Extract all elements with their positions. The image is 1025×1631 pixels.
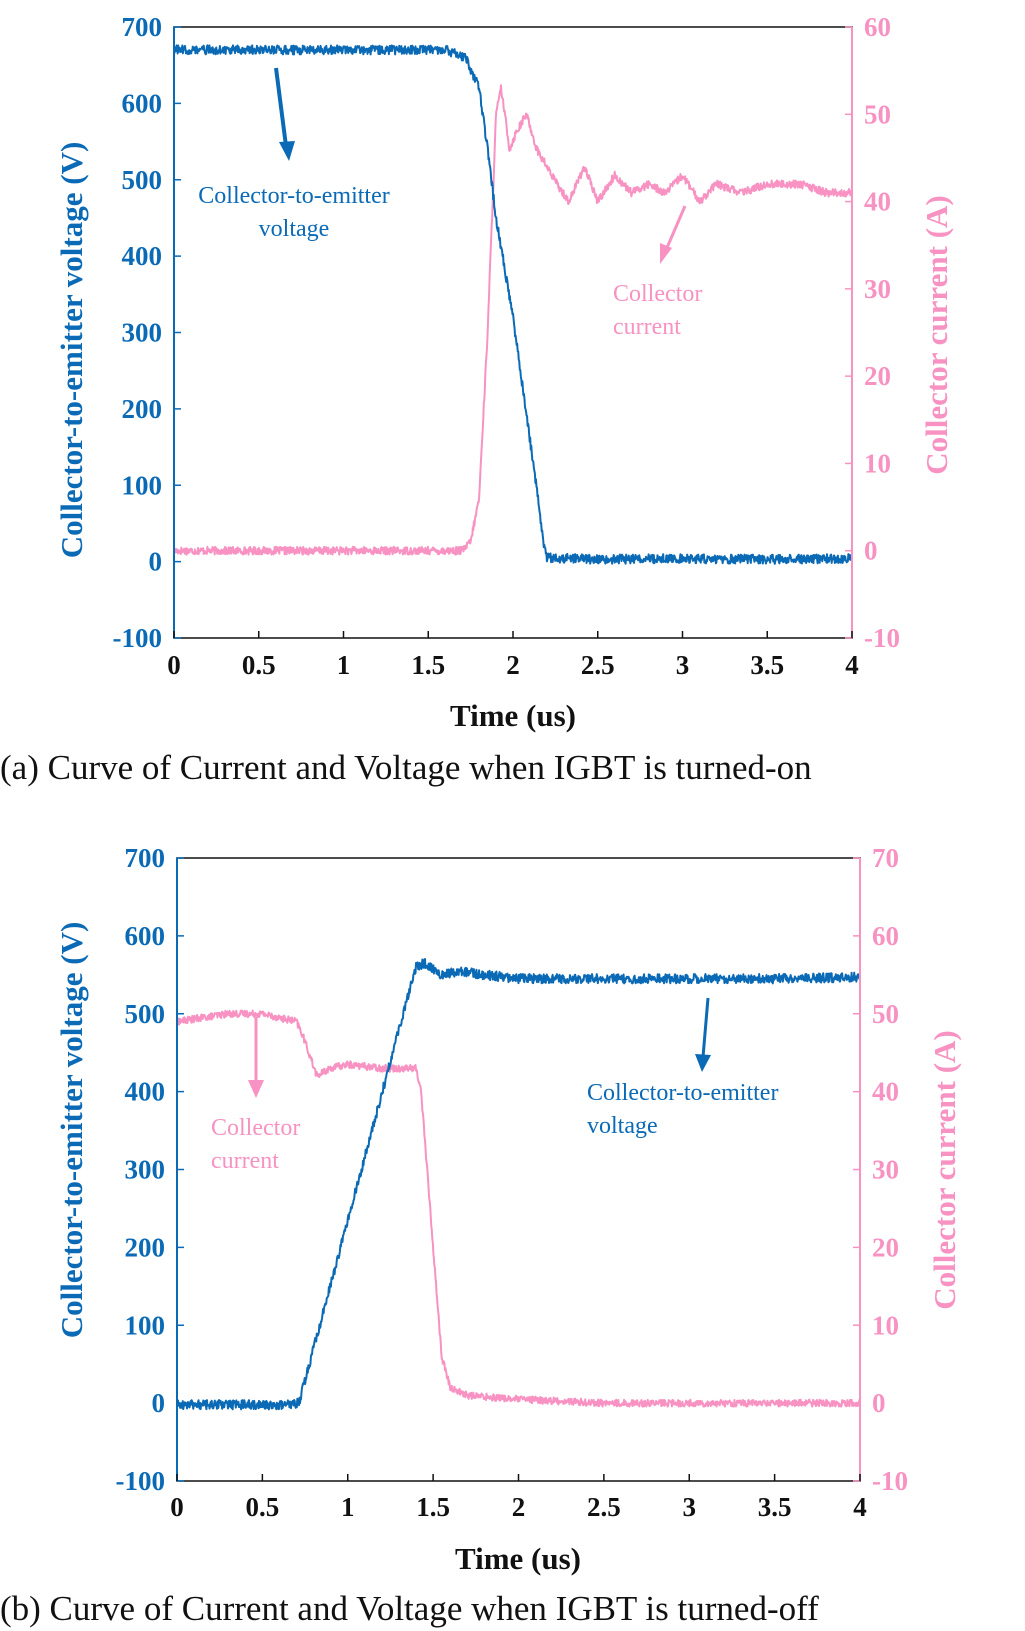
y-left-tick: -100 bbox=[113, 623, 163, 653]
current-annotation-text: current bbox=[211, 1148, 279, 1174]
x-tick: 1.5 bbox=[416, 1492, 450, 1522]
y-right-tick: 70 bbox=[872, 843, 899, 873]
voltage-series-line bbox=[173, 44, 853, 565]
panel-a-left-tick-labels: 700 600 500 400 300 200 100 0 -100 bbox=[113, 12, 163, 653]
voltage-arrow-head bbox=[695, 1054, 711, 1072]
voltage-annotation-text: voltage bbox=[259, 216, 330, 242]
x-tick: 2 bbox=[506, 650, 520, 680]
voltage-annotation: Collector-to-emitter voltage bbox=[587, 997, 778, 1139]
y-left-tick: 400 bbox=[125, 1077, 166, 1107]
y-right-tick: 0 bbox=[872, 1388, 886, 1418]
y-left-tick: 200 bbox=[122, 394, 163, 424]
x-tick: 1.5 bbox=[411, 650, 445, 680]
voltage-annotation-text: voltage bbox=[587, 1113, 658, 1139]
y-right-tick: 30 bbox=[864, 274, 891, 304]
x-axis-label: Time (us) bbox=[450, 698, 576, 733]
x-tick: 0.5 bbox=[242, 650, 276, 680]
x-tick: 3.5 bbox=[758, 1492, 792, 1522]
x-tick: 1 bbox=[341, 1492, 355, 1522]
y-left-tick: 300 bbox=[122, 318, 163, 348]
y-right-axis-label: Collector current (A) bbox=[919, 195, 954, 474]
y-left-tick: 600 bbox=[125, 921, 166, 951]
y-right-tick: 50 bbox=[864, 99, 891, 129]
y-right-tick: 40 bbox=[864, 187, 891, 217]
panel-b-left-tick-labels: 700 600 500 400 300 200 100 0 -100 bbox=[116, 843, 166, 1496]
y-left-tick: 400 bbox=[122, 241, 163, 271]
y-right-tick: 40 bbox=[872, 1077, 899, 1107]
y-right-tick: 10 bbox=[864, 448, 891, 478]
current-arrow-head bbox=[660, 243, 672, 264]
x-tick: 2.5 bbox=[587, 1492, 621, 1522]
x-tick: 2 bbox=[512, 1492, 526, 1522]
voltage-arrow-head bbox=[279, 141, 295, 161]
y-left-tick: 100 bbox=[125, 1310, 166, 1340]
current-series-line bbox=[176, 1009, 861, 1408]
panel-a: 700 600 500 400 300 200 100 0 -100 60 50… bbox=[0, 12, 954, 787]
x-tick: 0 bbox=[167, 650, 181, 680]
y-left-tick: -100 bbox=[116, 1466, 166, 1496]
panel-b-plot-frame bbox=[176, 857, 861, 1482]
y-right-tick: 20 bbox=[872, 1232, 899, 1262]
current-annotation-text: Collector bbox=[613, 281, 702, 307]
x-tick: 3.5 bbox=[750, 650, 784, 680]
x-tick: 1 bbox=[337, 650, 351, 680]
panel-b-right-tick-labels: 70 60 50 40 30 20 10 0 -10 bbox=[872, 843, 908, 1496]
y-right-tick: 50 bbox=[872, 999, 899, 1029]
voltage-annotation-text: Collector-to-emitter bbox=[198, 183, 389, 209]
y-left-tick: 300 bbox=[125, 1155, 166, 1185]
x-tick: 2.5 bbox=[581, 650, 615, 680]
panel-a-data-lines bbox=[173, 44, 853, 565]
y-left-tick: 600 bbox=[122, 88, 163, 118]
y-right-tick: 60 bbox=[872, 921, 899, 951]
panel-a-right-tick-labels: 60 50 40 30 20 10 0 -10 bbox=[864, 12, 900, 653]
x-tick: 4 bbox=[845, 650, 859, 680]
x-axis-label: Time (us) bbox=[455, 1541, 581, 1576]
voltage-arrow-shaft bbox=[701, 997, 710, 1058]
y-left-tick: 0 bbox=[152, 1388, 166, 1418]
voltage-annotation: Collector-to-emitter voltage bbox=[198, 67, 390, 242]
y-right-tick: 30 bbox=[872, 1155, 899, 1185]
y-left-tick: 200 bbox=[125, 1232, 166, 1262]
y-left-axis-label: Collector-to-emitter voltage (V) bbox=[54, 922, 89, 1339]
panel-b-ticks bbox=[176, 857, 861, 1482]
y-left-tick: 700 bbox=[122, 12, 163, 42]
y-left-tick: 700 bbox=[125, 843, 166, 873]
voltage-series-line bbox=[176, 957, 861, 1411]
y-right-tick: -10 bbox=[872, 1466, 908, 1496]
y-right-tick: 60 bbox=[864, 12, 891, 42]
y-right-tick: -10 bbox=[864, 623, 900, 653]
y-left-axis-label: Collector-to-emitter voltage (V) bbox=[54, 142, 89, 559]
current-arrow-head bbox=[248, 1080, 264, 1098]
y-left-tick: 500 bbox=[122, 165, 163, 195]
panel-b-data-lines bbox=[176, 957, 861, 1411]
current-annotation: Collector current bbox=[613, 205, 702, 340]
current-arrow-shaft bbox=[664, 205, 687, 251]
y-right-tick: 0 bbox=[864, 536, 878, 566]
panel-a-x-tick-labels: 0 0.5 1 1.5 2 2.5 3 3.5 4 bbox=[167, 650, 859, 680]
voltage-annotation-text: Collector-to-emitter bbox=[587, 1080, 778, 1106]
y-right-tick: 20 bbox=[864, 361, 891, 391]
x-tick: 4 bbox=[853, 1492, 867, 1522]
x-tick: 3 bbox=[676, 650, 690, 680]
current-annotation-text: Collector bbox=[211, 1115, 300, 1141]
y-left-tick: 500 bbox=[125, 999, 166, 1029]
current-annotation-text: current bbox=[613, 314, 681, 340]
current-series-line bbox=[173, 84, 853, 556]
x-tick: 0 bbox=[170, 1492, 184, 1522]
panel-a-caption: (a) Curve of Current and Voltage when IG… bbox=[0, 748, 812, 787]
panel-b-caption: (b) Curve of Current and Voltage when IG… bbox=[0, 1589, 819, 1628]
y-left-tick: 0 bbox=[149, 547, 163, 577]
y-left-tick: 100 bbox=[122, 470, 163, 500]
panel-b-x-tick-labels: 0 0.5 1 1.5 2 2.5 3 3.5 4 bbox=[170, 1492, 867, 1522]
y-right-tick: 10 bbox=[872, 1310, 899, 1340]
y-right-axis-label: Collector current (A) bbox=[927, 1030, 962, 1309]
panel-a-ticks bbox=[173, 26, 853, 639]
panel-b: 700 600 500 400 300 200 100 0 -100 70 60… bbox=[0, 843, 962, 1628]
x-tick: 3 bbox=[683, 1492, 697, 1522]
x-tick: 0.5 bbox=[246, 1492, 280, 1522]
voltage-arrow-shaft bbox=[274, 67, 288, 147]
current-annotation: Collector current bbox=[211, 1017, 300, 1174]
